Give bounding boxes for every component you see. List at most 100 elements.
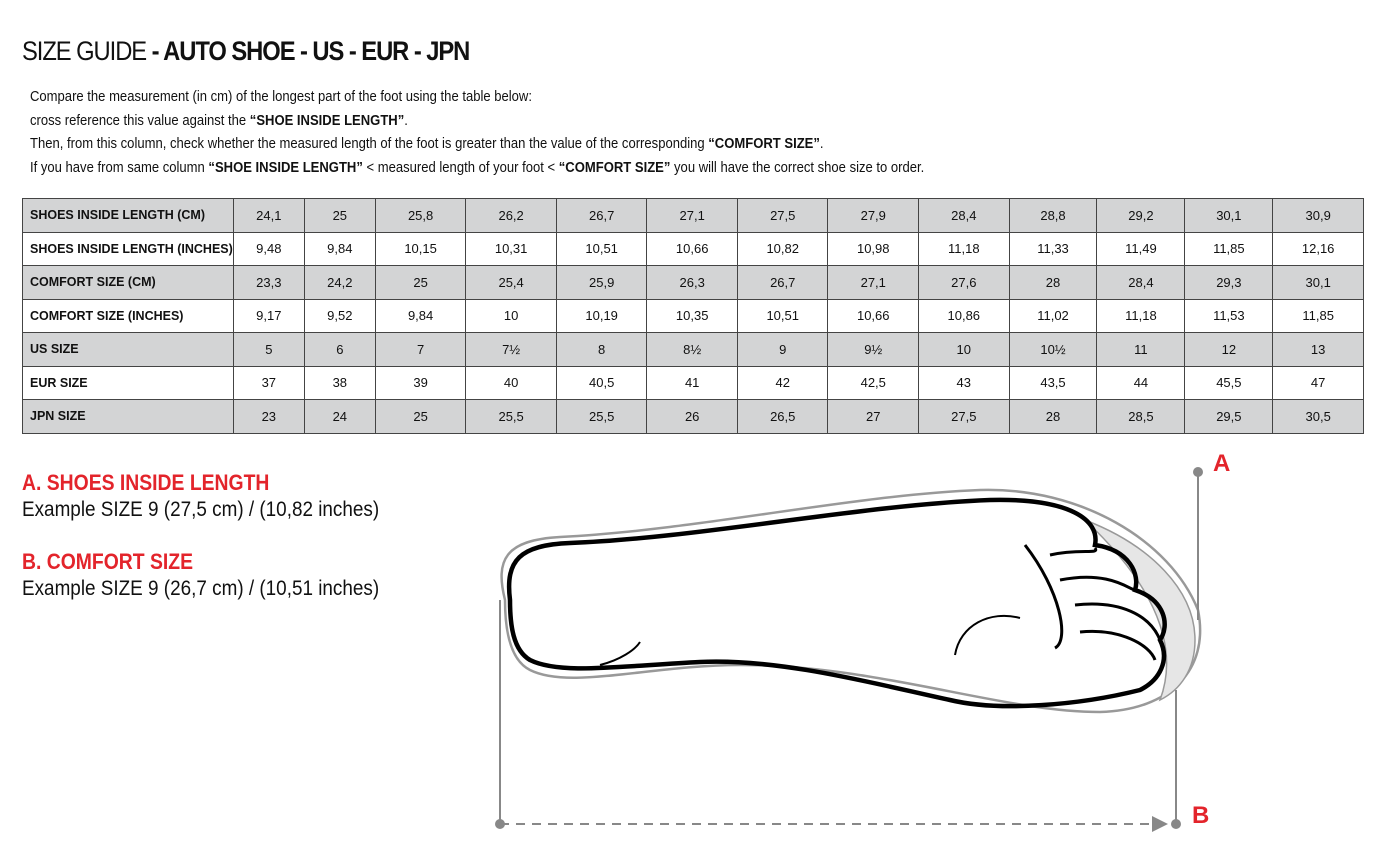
table-cell: 26,7: [736, 265, 829, 300]
marker-a-label: A: [1213, 450, 1231, 477]
table-cell: 25,5: [465, 399, 557, 434]
table-cell: 10,66: [827, 298, 920, 333]
table-cell: 24,1: [232, 198, 305, 233]
table-cell: 10,19: [555, 298, 648, 333]
table-cell: 47: [1272, 365, 1364, 400]
table-row: SHOES INSIDE LENGTH (CM) 24,1 25 25,8 26,2 26…: [22, 198, 1364, 233]
table-cell: 25: [303, 198, 376, 233]
table-row: COMFORT SIZE (CM) 23,3 24,2 25 25,4 25,9 26,3 2…: [22, 265, 1364, 300]
table-cell: 10,15: [374, 231, 467, 266]
table-cell: 10: [465, 298, 557, 333]
table-cell: 8: [555, 332, 648, 367]
table-cell: 41: [646, 365, 738, 400]
row-label: COMFORT SIZE (CM): [22, 265, 234, 300]
table-cell: 10,31: [465, 231, 557, 266]
instruction-line-4: If you have from same column “SHOE INSID…: [30, 159, 925, 176]
instruction-line-2: cross reference this value against the “…: [30, 112, 408, 129]
table-cell: 30,1: [1272, 265, 1364, 300]
row-label: SHOES INSIDE LENGTH (INCHES): [22, 231, 234, 266]
table-cell: 26,2: [465, 198, 557, 233]
table-cell: 10,51: [555, 231, 648, 266]
table-cell: 27: [827, 399, 920, 434]
table-cell: 45,5: [1184, 365, 1274, 400]
title-bold: - AUTO SHOE - US - EUR - JPN: [146, 36, 471, 66]
instruction-line-1: Compare the measurement (in cm) of the l…: [30, 89, 532, 105]
table-cell: 7: [374, 332, 467, 367]
row-label: US SIZE: [22, 332, 234, 367]
table-cell: 13: [1272, 332, 1364, 367]
table-cell: 5: [232, 332, 305, 367]
row-label: SHOES INSIDE LENGTH (CM): [22, 198, 234, 233]
table-cell: 44: [1096, 365, 1186, 400]
table-cell: 30,9: [1272, 198, 1364, 233]
table-cell: 23: [232, 399, 305, 434]
table-cell: 11,02: [1008, 298, 1098, 333]
toe-lines: [1023, 544, 1162, 661]
legend-b-example: Example SIZE 9 (26,7 cm) / (10,51 inches…: [22, 577, 380, 600]
heel-line: [599, 641, 641, 666]
dimension-start-dot: [495, 819, 505, 829]
table-cell: 10: [918, 332, 1010, 367]
arrow-head-icon: [1152, 816, 1168, 832]
table-cell: 30,5: [1272, 399, 1364, 434]
table-cell: 38: [303, 365, 376, 400]
table-cell: 40,5: [555, 365, 648, 400]
title-light: SIZE GUIDE: [22, 36, 147, 66]
table-cell: 8½: [646, 332, 738, 367]
table-cell: 9,17: [232, 298, 305, 333]
table-cell: 10,86: [918, 298, 1010, 333]
page-title: SIZE GUIDE - AUTO SHOE - US - EUR - JPN: [22, 36, 471, 67]
table-cell: 12,16: [1272, 231, 1364, 266]
table-cell: 7½: [465, 332, 557, 367]
table-row: JPN SIZE 23 24 25 25,5 25,5 26 26,5 27 27,5 28 28,5…: [22, 399, 1364, 434]
table-cell: 39: [374, 365, 467, 400]
table-row: US SIZE 5 6 7 7½ 8 8½ 9 9½ 10 10½ 11 12 13: [22, 332, 1364, 367]
table-cell: 43: [918, 365, 1010, 400]
table-cell: 29,3: [1184, 265, 1274, 300]
table-cell: 9½: [827, 332, 920, 367]
table-cell: 11: [1096, 332, 1186, 367]
marker-b-dot: [1171, 819, 1181, 829]
toe-hatch: [1084, 519, 1196, 702]
instruction-line-3: Then, from this column, check whether th…: [30, 136, 824, 152]
table-cell: 27,5: [918, 399, 1010, 434]
table-cell: 28: [1008, 399, 1098, 434]
table-cell: 43,5: [1008, 365, 1098, 400]
marker-a-dot: [1193, 467, 1203, 477]
table-cell: 27,9: [827, 198, 920, 233]
table-cell: 29,2: [1096, 198, 1186, 233]
table-cell: 28,4: [1096, 265, 1186, 300]
table-cell: 30,1: [1184, 198, 1274, 233]
table-row: EUR SIZE 37 38 39 40 40,5 41 42 42,5 43 43,5 44 45,5…: [22, 365, 1364, 400]
row-label: JPN SIZE: [22, 399, 234, 434]
table-cell: 24: [303, 399, 376, 434]
table-cell: 11,33: [1008, 231, 1098, 266]
table-cell: 9: [736, 332, 829, 367]
table-cell: 10,51: [736, 298, 829, 333]
legend-b-title: B. COMFORT SIZE: [22, 549, 194, 574]
table-cell: 25: [374, 399, 467, 434]
shoe-outline: [500, 488, 1202, 714]
table-cell: 42: [736, 365, 829, 400]
table-cell: 26,5: [736, 399, 829, 434]
table-cell: 27,5: [736, 198, 829, 233]
arch-line: [954, 614, 1021, 656]
table-cell: 27,6: [918, 265, 1010, 300]
table-cell: 12: [1184, 332, 1274, 367]
instructions: Compare the measurement (in cm) of the l…: [30, 86, 924, 180]
table-cell: 28: [1008, 265, 1098, 300]
table-cell: 11,18: [1096, 298, 1186, 333]
table-cell: 27,1: [646, 198, 738, 233]
table-cell: 25,9: [555, 265, 648, 300]
legend-a-title: A. SHOES INSIDE LENGTH: [22, 470, 270, 495]
table-cell: 10,82: [736, 231, 829, 266]
table-cell: 25,5: [555, 399, 648, 434]
table-cell: 11,85: [1184, 231, 1274, 266]
table-row: SHOES INSIDE LENGTH (INCHES) 9,48 9,84 10,1…: [22, 231, 1364, 266]
table-cell: 29,5: [1184, 399, 1274, 434]
table-cell: 11,53: [1184, 298, 1274, 333]
table-cell: 9,48: [232, 231, 305, 266]
table-cell: 6: [303, 332, 376, 367]
table-cell: 28,8: [1008, 198, 1098, 233]
